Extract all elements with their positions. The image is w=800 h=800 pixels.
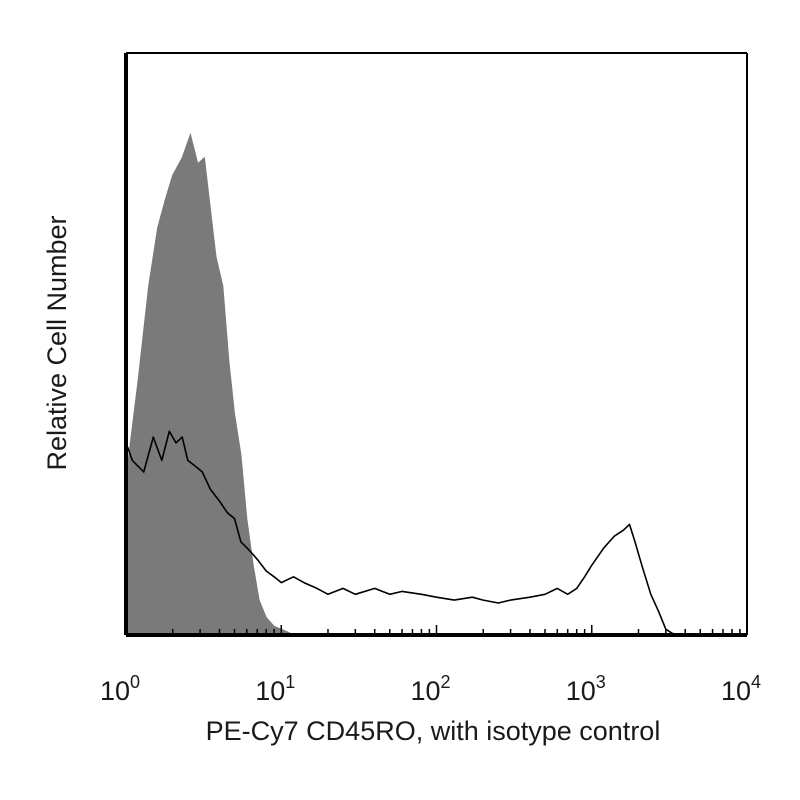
tick-exponent: 1 — [285, 672, 295, 692]
tick-base: 10 — [410, 676, 440, 706]
tick-base: 10 — [721, 676, 751, 706]
tick-exponent: 3 — [596, 672, 606, 692]
x-axis-label: PE-Cy7 CD45RO, with isotype control — [206, 716, 661, 746]
x-tick-label: 103 — [566, 672, 606, 706]
series-layer — [125, 132, 686, 636]
x-tick-label: 101 — [255, 672, 295, 706]
x-tick-label: 104 — [721, 672, 761, 706]
x-axis-ticks — [125, 625, 748, 635]
tick-exponent: 4 — [751, 672, 761, 692]
tick-exponent: 2 — [441, 672, 451, 692]
tick-base: 10 — [100, 676, 130, 706]
tick-exponent: 0 — [130, 672, 140, 692]
x-axis-tick-labels: 100 101 102 103 104 — [100, 672, 761, 706]
cd45ro-stained-histogram — [125, 430, 686, 636]
tick-base: 10 — [566, 676, 596, 706]
x-tick-label: 102 — [410, 672, 450, 706]
tick-base: 10 — [255, 676, 285, 706]
y-axis-label: Relative Cell Number — [42, 215, 72, 470]
x-tick-label: 100 — [100, 672, 140, 706]
isotype-control-histogram — [125, 132, 294, 636]
